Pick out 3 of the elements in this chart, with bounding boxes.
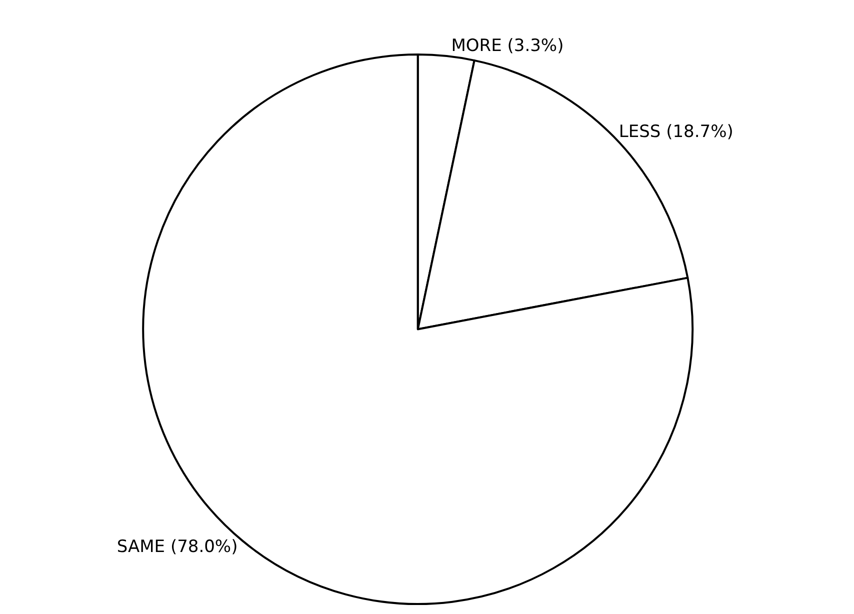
slice-label: MORE (3.3%) — [451, 36, 564, 56]
slice-label: SAME (78.0%) — [116, 536, 238, 557]
slice-label: LESS (18.7%) — [618, 122, 734, 142]
